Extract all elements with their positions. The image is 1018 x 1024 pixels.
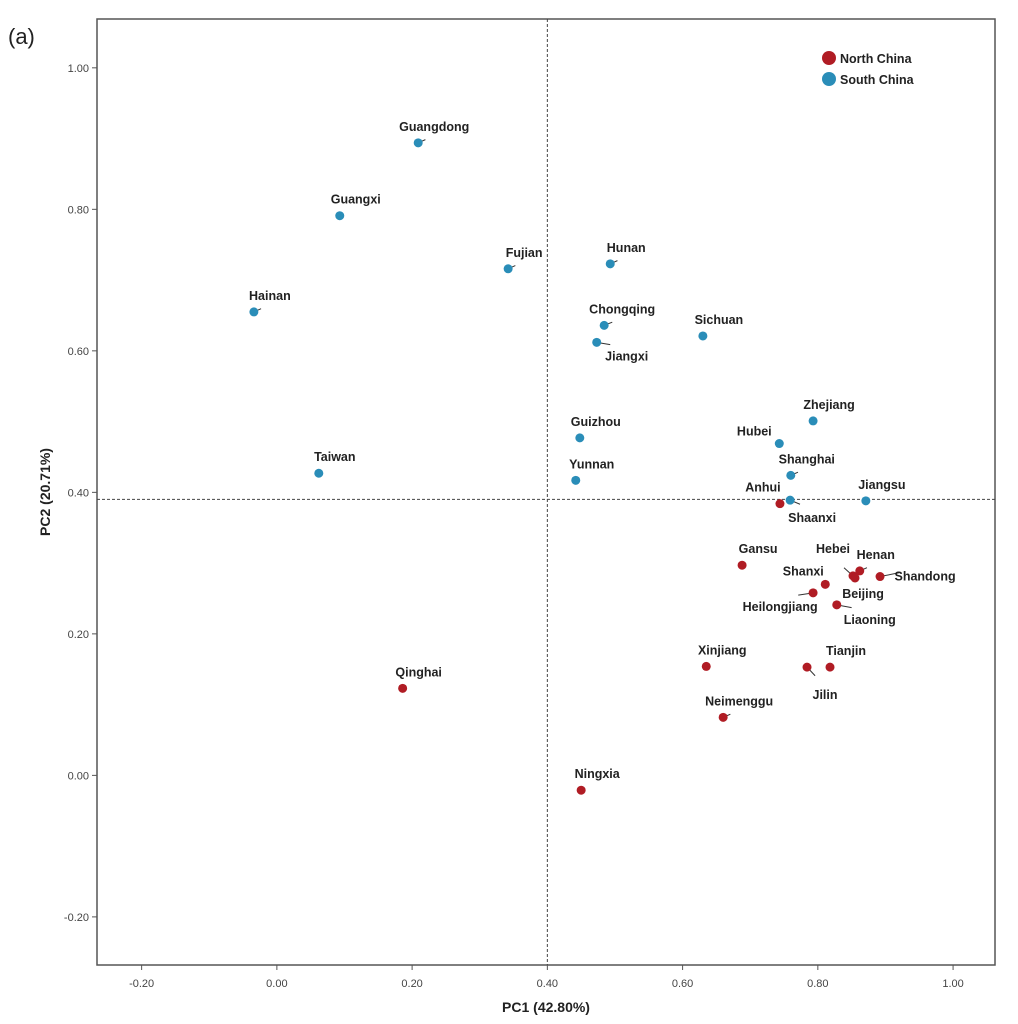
- point-label-guizhou: Guizhou: [571, 415, 621, 429]
- point-label-jilin: Jilin: [813, 688, 838, 702]
- point-label-heilongjiang: Heilongjiang: [743, 600, 818, 614]
- x-tick-label: 1.00: [942, 978, 963, 990]
- point-label-taiwan: Taiwan: [314, 450, 355, 464]
- point-label-fujian: Fujian: [506, 246, 543, 260]
- data-point-jiangxi: [592, 337, 602, 347]
- data-point-shanghai: [786, 470, 796, 480]
- x-tick-label: 0.20: [401, 978, 422, 990]
- data-point-heilongjiang: [808, 588, 818, 598]
- point-label-hunan: Hunan: [607, 241, 646, 255]
- data-point-hunan: [605, 259, 615, 269]
- point-label-xinjiang: Xinjiang: [698, 643, 747, 657]
- point-label-zhejiang: Zhejiang: [803, 398, 854, 412]
- data-point-taiwan: [314, 468, 324, 478]
- plot-frame: [96, 18, 996, 966]
- point-label-hubei: Hubei: [737, 425, 772, 439]
- x-tick-label: 0.00: [266, 978, 287, 990]
- y-tick-label: 0.80: [68, 204, 89, 216]
- legend-label-north: North China: [840, 52, 913, 66]
- point-label-anhui: Anhui: [745, 481, 780, 495]
- panel-label: (a): [8, 24, 35, 49]
- legend-marker-north: [822, 51, 836, 65]
- data-point-jilin: [802, 662, 812, 672]
- data-point-chongqing: [599, 320, 609, 330]
- y-tick-label: 0.40: [68, 487, 89, 499]
- data-point-shanxi: [820, 579, 830, 589]
- point-label-yunnan: Yunnan: [569, 457, 614, 471]
- data-point-zhejiang: [808, 416, 818, 426]
- data-point-fujian: [503, 264, 513, 274]
- point-label-sichuan: Sichuan: [695, 313, 744, 327]
- y-tick-label: 0.00: [68, 770, 89, 782]
- data-point-anhui: [775, 499, 785, 509]
- point-label-shanghai: Shanghai: [779, 452, 835, 466]
- data-point-shaanxi: [785, 495, 795, 505]
- point-label-hainan: Hainan: [249, 289, 291, 303]
- point-label-shanxi: Shanxi: [783, 564, 824, 578]
- data-point-henan: [855, 566, 865, 576]
- data-point-guangxi: [335, 211, 345, 221]
- data-point-shandong: [875, 572, 885, 582]
- point-label-hebei: Hebei: [816, 542, 850, 556]
- legend-marker-south: [822, 72, 836, 86]
- y-tick-label: 0.20: [68, 629, 89, 641]
- point-label-tianjin: Tianjin: [826, 644, 866, 658]
- data-point-ningxia: [576, 785, 586, 795]
- x-axis-label: PC1 (42.80%): [502, 999, 590, 1015]
- data-point-jiangsu: [861, 496, 871, 506]
- point-label-shandong: Shandong: [894, 570, 955, 584]
- legend: North China South China: [822, 51, 915, 87]
- y-tick-label: 1.00: [68, 63, 89, 75]
- x-tick-label: 0.80: [807, 978, 828, 990]
- y-tick-label: 0.60: [68, 346, 89, 358]
- data-point-guizhou: [575, 433, 585, 443]
- point-label-jiangxi: Jiangxi: [605, 349, 648, 363]
- point-label-chongqing: Chongqing: [589, 302, 655, 316]
- data-point-beijing: [850, 573, 860, 583]
- point-label-neimenggu: Neimenggu: [705, 694, 773, 708]
- y-tick-label: -0.20: [64, 912, 89, 924]
- point-label-guangdong: Guangdong: [399, 120, 469, 134]
- point-label-jiangsu: Jiangsu: [858, 478, 905, 492]
- data-point-tianjin: [825, 662, 835, 672]
- y-axis-label: PC2 (20.71%): [37, 448, 53, 536]
- data-point-hubei: [774, 439, 784, 449]
- data-point-liaoning: [832, 600, 842, 610]
- x-tick-label: 0.40: [537, 978, 558, 990]
- data-point-yunnan: [571, 475, 581, 485]
- x-tick-label: 0.60: [672, 978, 693, 990]
- data-point-xinjiang: [701, 661, 711, 671]
- x-tick-label: -0.20: [129, 978, 154, 990]
- legend-label-south: South China: [840, 73, 915, 87]
- data-point-qinghai: [398, 683, 408, 693]
- data-point-guangdong: [413, 138, 423, 148]
- point-label-ningxia: Ningxia: [575, 767, 621, 781]
- point-label-gansu: Gansu: [739, 542, 778, 556]
- data-point-neimenggu: [718, 712, 728, 722]
- point-label-qinghai: Qinghai: [395, 665, 442, 679]
- point-label-henan: Henan: [857, 548, 895, 562]
- point-label-guangxi: Guangxi: [331, 193, 381, 207]
- point-label-liaoning: Liaoning: [844, 613, 896, 627]
- point-label-shaanxi: Shaanxi: [788, 511, 836, 525]
- point-label-beijing: Beijing: [842, 587, 884, 601]
- data-point-sichuan: [698, 331, 708, 341]
- data-point-gansu: [737, 560, 747, 570]
- data-point-hainan: [249, 307, 259, 317]
